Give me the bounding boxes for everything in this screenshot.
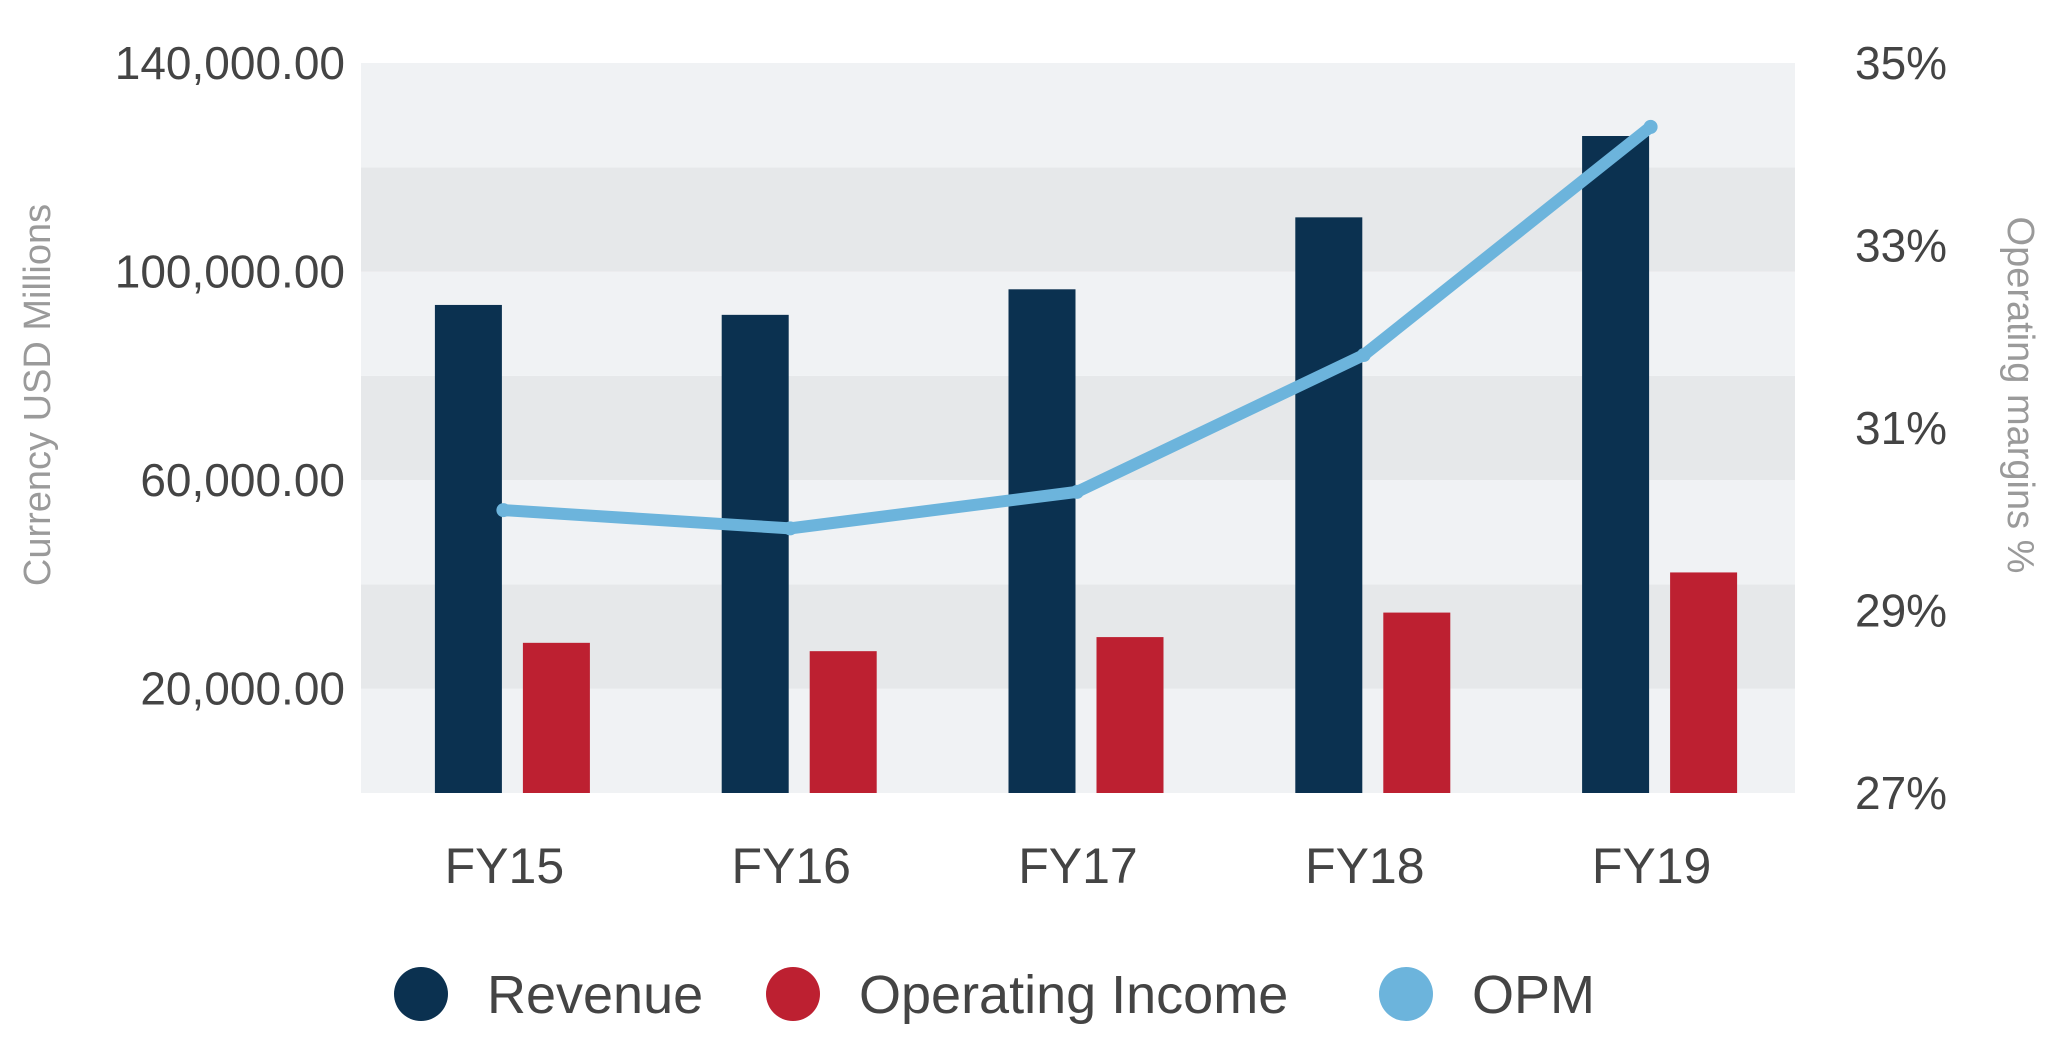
- legend-swatch: [394, 967, 448, 1021]
- grid-band: [361, 688, 1795, 793]
- grid-band: [361, 63, 1795, 168]
- operating-income-bar: [1383, 612, 1451, 793]
- grid-band: [361, 167, 1795, 272]
- grid-bands: [361, 63, 1795, 793]
- x-tick-label: FY18: [1305, 838, 1425, 894]
- grid-band: [361, 584, 1795, 689]
- legend: Revenue Operating Income OPM: [394, 965, 1595, 1025]
- x-axis-ticks: FY15 FY16 FY17 FY18 FY19: [445, 838, 1712, 894]
- x-tick-label: FY19: [1592, 838, 1712, 894]
- grid-band: [361, 271, 1795, 376]
- right-axis-ticks: 27% 29% 31% 33% 35%: [1855, 37, 1947, 819]
- operating-income-bar: [522, 642, 590, 793]
- operating-income-bar: [809, 651, 877, 793]
- bars: [434, 136, 1738, 794]
- opm-line-layer: [496, 119, 1658, 536]
- opm-point: [1070, 484, 1084, 499]
- opm-point: [783, 521, 798, 536]
- operating-income-bar: [1670, 572, 1738, 793]
- legend-label: Operating Income: [859, 965, 1288, 1025]
- left-axis-title: Currency USD Millions: [17, 204, 59, 586]
- x-tick-label: FY17: [1018, 838, 1138, 894]
- x-tick-label: FY15: [445, 838, 565, 894]
- legend-swatch: [766, 967, 820, 1021]
- grid-band: [361, 375, 1795, 481]
- legend-label: Revenue: [487, 965, 703, 1025]
- right-axis-title: Operating margins %: [1999, 217, 2041, 574]
- revenue-bar: [434, 304, 502, 793]
- legend-label: OPM: [1472, 965, 1595, 1025]
- opm-point: [1356, 348, 1371, 362]
- right-tick-label: 29%: [1855, 585, 1947, 637]
- left-tick-label: 20,000.00: [140, 663, 345, 715]
- right-tick-label: 27%: [1855, 767, 1947, 819]
- revenue-bar: [1582, 136, 1650, 793]
- revenue-bar: [1008, 289, 1076, 793]
- x-tick-label: FY16: [731, 838, 851, 894]
- right-tick-label: 33%: [1855, 220, 1947, 272]
- left-tick-label: 140,000.00: [115, 37, 345, 89]
- revenue-bar: [1295, 217, 1363, 794]
- opm-point: [496, 503, 511, 518]
- legend-swatch: [1379, 967, 1433, 1021]
- right-tick-label: 35%: [1855, 37, 1947, 89]
- right-tick-label: 31%: [1855, 402, 1947, 454]
- operating-income-bar: [1096, 637, 1164, 793]
- revenue-bar: [721, 314, 789, 793]
- left-axis-ticks: 20,000.00 60,000.00 100,000.00 140,000.00: [115, 37, 345, 715]
- left-tick-label: 60,000.00: [140, 454, 345, 506]
- left-tick-label: 100,000.00: [115, 246, 345, 298]
- opm-point: [1643, 119, 1658, 134]
